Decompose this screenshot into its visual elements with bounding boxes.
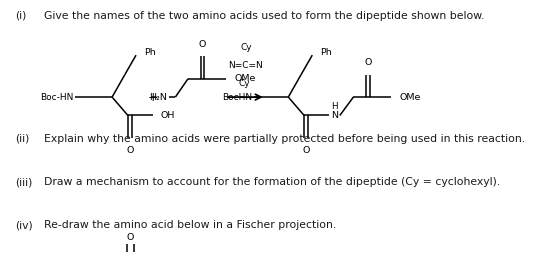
Text: Ph: Ph: [321, 48, 332, 57]
Text: O: O: [199, 39, 206, 48]
Text: N: N: [331, 111, 338, 120]
Text: (i): (i): [15, 11, 26, 21]
Text: Draw a mechanism to account for the formation of the dipeptide (Cy = cyclohexyl): Draw a mechanism to account for the form…: [45, 177, 501, 187]
Text: Explain why the amino acids were partially protected before being used in this r: Explain why the amino acids were partial…: [45, 134, 525, 144]
Text: (ii): (ii): [15, 134, 29, 144]
Text: O: O: [126, 233, 134, 242]
Text: (iii): (iii): [15, 177, 32, 187]
Text: Cy: Cy: [238, 80, 250, 89]
Text: H₂N: H₂N: [150, 92, 167, 101]
Text: (iv): (iv): [15, 220, 32, 230]
Text: H: H: [331, 102, 338, 111]
Text: N=C=N: N=C=N: [228, 61, 263, 70]
Text: Ph: Ph: [144, 48, 156, 57]
Text: OMe: OMe: [234, 74, 256, 83]
Text: O: O: [364, 58, 372, 67]
Text: Cy: Cy: [241, 43, 252, 52]
Text: OH: OH: [161, 111, 175, 120]
Text: O: O: [126, 145, 134, 154]
Text: OMe: OMe: [400, 92, 421, 101]
Text: O: O: [302, 145, 310, 154]
Text: Give the names of the two amino acids used to form the dipeptide shown below.: Give the names of the two amino acids us…: [45, 11, 485, 21]
Text: +: +: [147, 91, 158, 104]
Text: BocHN: BocHN: [222, 92, 252, 101]
Text: Boc-HN: Boc-HN: [40, 92, 74, 101]
Text: Re-draw the amino acid below in a Fischer projection.: Re-draw the amino acid below in a Fische…: [45, 220, 337, 230]
